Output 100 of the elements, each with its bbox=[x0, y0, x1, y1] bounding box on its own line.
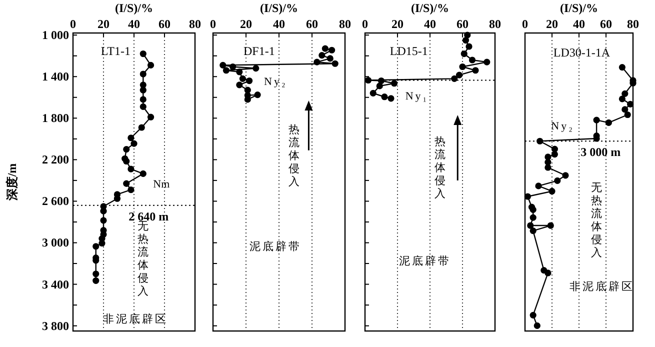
point bbox=[544, 164, 552, 171]
point bbox=[530, 227, 536, 234]
point bbox=[222, 67, 230, 74]
point bbox=[322, 45, 328, 52]
point bbox=[390, 80, 398, 87]
annotation: 泥底辟带 bbox=[250, 240, 302, 253]
point bbox=[326, 55, 334, 62]
point bbox=[318, 52, 326, 59]
point bbox=[123, 180, 130, 187]
y-tick-label: 1 000 bbox=[42, 28, 69, 42]
x-tick-label: 40 bbox=[424, 17, 436, 31]
point bbox=[527, 222, 534, 229]
point bbox=[618, 96, 626, 102]
point bbox=[140, 70, 146, 78]
point bbox=[123, 158, 130, 165]
x-tick-label: 40 bbox=[573, 17, 585, 31]
y-tick-label: 3 800 bbox=[42, 318, 69, 333]
annotation: Nm bbox=[153, 178, 170, 191]
point bbox=[370, 90, 376, 97]
point bbox=[451, 75, 458, 82]
x-tick-label: 0 bbox=[70, 17, 76, 31]
point bbox=[140, 96, 146, 103]
point bbox=[524, 193, 531, 200]
point bbox=[128, 134, 134, 142]
x-tick-label: 60 bbox=[158, 17, 170, 31]
annotation: 泥底辟带 bbox=[399, 254, 452, 268]
point bbox=[534, 322, 540, 330]
point bbox=[123, 146, 130, 153]
point bbox=[466, 43, 472, 50]
point bbox=[624, 111, 631, 118]
text: LT1-1 bbox=[100, 44, 130, 58]
x-tick-label: 80 bbox=[489, 17, 501, 31]
x-tick-label: 0 bbox=[210, 17, 216, 31]
annotation: Ny₂ bbox=[551, 120, 574, 132]
point bbox=[239, 75, 246, 82]
x-axis-title: (I/S)/% bbox=[260, 1, 298, 15]
chart-title: LD30-1-1A bbox=[553, 45, 610, 60]
x-tick-label: 20 bbox=[392, 17, 404, 31]
point bbox=[530, 206, 536, 213]
x-tick-label: 0 bbox=[362, 17, 368, 31]
annotation: 非泥底辟区 bbox=[569, 280, 634, 294]
point bbox=[140, 103, 146, 110]
point bbox=[484, 58, 490, 66]
point bbox=[92, 243, 100, 250]
y-tick-label: 2 200 bbox=[42, 152, 69, 167]
point bbox=[605, 119, 612, 126]
point bbox=[388, 95, 394, 102]
point bbox=[548, 188, 556, 195]
x-tick-label: 80 bbox=[627, 17, 639, 31]
point bbox=[622, 106, 628, 113]
point bbox=[100, 208, 107, 214]
point bbox=[314, 58, 320, 66]
point bbox=[544, 270, 552, 276]
annotation: 无热流体侵入 bbox=[138, 220, 149, 298]
point bbox=[535, 182, 542, 190]
point bbox=[622, 90, 628, 97]
annotation: 热流体侵入 bbox=[288, 124, 300, 188]
point bbox=[254, 91, 261, 98]
point bbox=[128, 166, 134, 172]
point bbox=[147, 114, 154, 120]
point bbox=[328, 46, 336, 54]
point bbox=[530, 214, 536, 221]
point bbox=[246, 77, 253, 84]
x-tick-label: 20 bbox=[546, 17, 558, 31]
point bbox=[98, 240, 106, 247]
point bbox=[472, 67, 479, 74]
point bbox=[128, 186, 134, 194]
point bbox=[536, 138, 544, 144]
point bbox=[381, 94, 388, 100]
point bbox=[459, 63, 466, 70]
text: LD15-1 bbox=[390, 44, 428, 58]
annotation: 无热流体侵入 bbox=[591, 182, 602, 260]
point bbox=[140, 86, 146, 94]
y-tick-label: 3 400 bbox=[42, 277, 69, 292]
annotation: 非泥底辟区 bbox=[103, 312, 168, 326]
point bbox=[462, 36, 470, 44]
x-tick-label: 40 bbox=[273, 17, 285, 31]
point bbox=[130, 140, 138, 147]
x-tick-label: 60 bbox=[306, 17, 318, 31]
annotation: Ny₁ bbox=[405, 90, 429, 102]
x-tick-label: 20 bbox=[240, 17, 252, 31]
x-tick-label: 80 bbox=[339, 17, 351, 31]
point bbox=[468, 56, 476, 64]
x-tick-label: 60 bbox=[600, 17, 612, 31]
x-axis-title: (I/S)/% bbox=[114, 1, 154, 15]
point bbox=[230, 63, 236, 70]
y-tick-label: 2 600 bbox=[42, 194, 69, 208]
point bbox=[593, 116, 600, 124]
point bbox=[147, 62, 154, 68]
point bbox=[627, 100, 634, 108]
point bbox=[456, 72, 463, 78]
point bbox=[92, 270, 100, 278]
point bbox=[554, 177, 561, 184]
point bbox=[551, 151, 558, 158]
point bbox=[252, 65, 260, 72]
point bbox=[376, 82, 383, 90]
point bbox=[547, 222, 554, 229]
y-tick-label: 3 000 bbox=[42, 236, 69, 250]
point bbox=[244, 96, 251, 103]
x-tick-label: 20 bbox=[98, 17, 110, 31]
